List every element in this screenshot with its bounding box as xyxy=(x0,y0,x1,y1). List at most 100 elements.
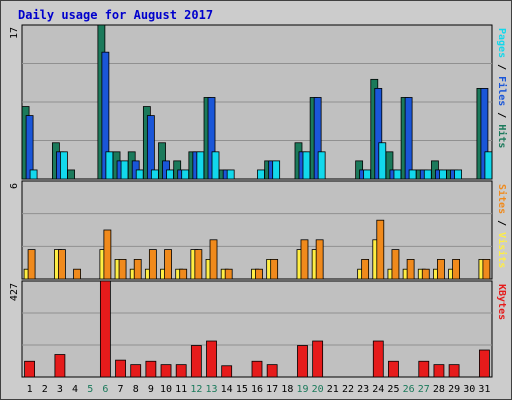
bar-kbytes-day-9 xyxy=(145,360,157,378)
bar-pages-day-16 xyxy=(257,169,265,180)
legend-sites: Sites xyxy=(496,184,508,214)
bar-pages-day-31 xyxy=(484,151,493,180)
bar-sites-day-17 xyxy=(270,258,279,280)
bar-pages-day-25 xyxy=(393,169,402,180)
panel-2-ymax-label: 6 xyxy=(9,183,20,189)
x-tick-label: 5 xyxy=(87,384,93,395)
bar-kbytes-day-1 xyxy=(24,360,35,378)
bar-pages-day-19 xyxy=(302,151,311,180)
x-tick-label: 22 xyxy=(342,384,354,395)
legend-separator: / xyxy=(496,214,507,232)
bar-files-day-13 xyxy=(207,97,216,180)
bar-files-day-26 xyxy=(404,97,413,180)
bar-files-day-1 xyxy=(25,115,34,180)
bar-pages-day-8 xyxy=(135,169,144,180)
bar-pages-day-23 xyxy=(363,169,372,180)
bar-sites-day-23 xyxy=(361,258,370,280)
bar-pages-day-11 xyxy=(181,169,190,180)
panel-2-legend: Sites / Visits xyxy=(496,184,508,268)
bar-kbytes-day-19 xyxy=(297,345,308,378)
bar-sites-day-24 xyxy=(376,219,385,280)
bar-hits-day-4 xyxy=(67,169,75,180)
panel-3-ymax-label: 427 xyxy=(9,283,20,301)
bar-sites-day-25 xyxy=(391,249,400,280)
bar-files-day-24 xyxy=(374,88,383,180)
bar-kbytes-day-3 xyxy=(54,354,66,378)
bar-sites-day-14 xyxy=(224,268,233,280)
bar-sites-day-9 xyxy=(148,249,157,280)
bar-pages-day-12 xyxy=(196,151,205,180)
x-tick-label: 20 xyxy=(312,384,324,395)
bar-pages-day-14 xyxy=(226,169,235,180)
x-tick-label: 11 xyxy=(175,384,187,395)
panel-2-background xyxy=(21,180,493,280)
bar-pages-day-9 xyxy=(150,169,159,180)
legend-separator: / xyxy=(496,106,507,124)
bar-kbytes-day-14 xyxy=(221,365,233,378)
legend-pages: Pages xyxy=(496,28,507,58)
bar-sites-day-6 xyxy=(103,229,112,280)
x-tick-label: 18 xyxy=(281,384,293,395)
bar-sites-day-8 xyxy=(133,258,142,280)
bar-kbytes-day-25 xyxy=(388,360,399,378)
bar-files-day-9 xyxy=(146,115,155,180)
x-tick-label: 26 xyxy=(403,384,415,395)
bar-pages-day-28 xyxy=(439,169,447,180)
bar-pages-day-24 xyxy=(378,142,387,180)
bar-kbytes-day-20 xyxy=(312,340,324,378)
legend-visits: Visits xyxy=(496,232,508,268)
bar-kbytes-day-8 xyxy=(130,364,142,378)
bar-sites-day-29 xyxy=(452,258,460,280)
x-tick-label: 16 xyxy=(251,384,263,395)
x-tick-label: 14 xyxy=(221,384,233,395)
x-tick-label: 8 xyxy=(133,384,139,395)
bar-sites-day-28 xyxy=(437,258,445,280)
panel-3-legend: KBytes xyxy=(496,284,507,320)
bar-sites-day-10 xyxy=(164,249,172,280)
bar-sites-day-16 xyxy=(255,268,263,280)
x-tick-label: 4 xyxy=(72,384,78,395)
bar-kbytes-day-31 xyxy=(479,349,490,378)
bar-kbytes-day-6 xyxy=(99,280,111,378)
bar-kbytes-day-24 xyxy=(372,340,384,378)
bar-kbytes-day-10 xyxy=(160,364,172,378)
bar-pages-day-29 xyxy=(454,169,462,180)
bar-pages-day-26 xyxy=(408,169,417,180)
x-tick-label: 13 xyxy=(205,384,217,395)
chart-title: Daily usage for August 2017 xyxy=(18,8,213,22)
bar-sites-day-11 xyxy=(179,268,188,280)
bar-pages-day-6 xyxy=(105,151,114,180)
bar-hits-day-25 xyxy=(385,151,394,180)
bar-files-day-6 xyxy=(101,51,110,180)
x-tick-label: 30 xyxy=(463,384,475,395)
legend-hits: Hits xyxy=(496,124,508,148)
bar-pages-day-27 xyxy=(423,169,432,180)
bar-sites-day-12 xyxy=(194,249,203,280)
bar-sites-day-7 xyxy=(118,258,127,280)
bar-pages-day-20 xyxy=(317,151,326,180)
bar-sites-day-19 xyxy=(300,239,309,280)
x-tick-label: 27 xyxy=(418,384,430,395)
bar-sites-day-20 xyxy=(315,239,324,280)
x-tick-label: 25 xyxy=(387,384,399,395)
bar-pages-day-17 xyxy=(272,160,281,180)
x-tick-label: 15 xyxy=(236,384,248,395)
x-tick-label: 12 xyxy=(190,384,202,395)
x-tick-label: 10 xyxy=(160,384,172,395)
bar-pages-day-13 xyxy=(211,151,220,180)
x-tick-label: 3 xyxy=(57,384,63,395)
x-tick-label: 24 xyxy=(372,384,384,395)
panel-1-ymax-label: 17 xyxy=(9,27,20,39)
bar-pages-day-1 xyxy=(29,169,38,180)
bar-sites-day-1 xyxy=(27,249,36,280)
bar-kbytes-day-12 xyxy=(190,345,202,378)
x-tick-label: 31 xyxy=(478,384,490,395)
bar-sites-day-13 xyxy=(209,239,218,280)
bar-kbytes-day-11 xyxy=(175,364,187,378)
x-tick-label: 6 xyxy=(102,384,108,395)
bar-pages-day-10 xyxy=(166,169,174,180)
bar-pages-day-3 xyxy=(60,151,68,180)
x-tick-label: 7 xyxy=(118,384,124,395)
